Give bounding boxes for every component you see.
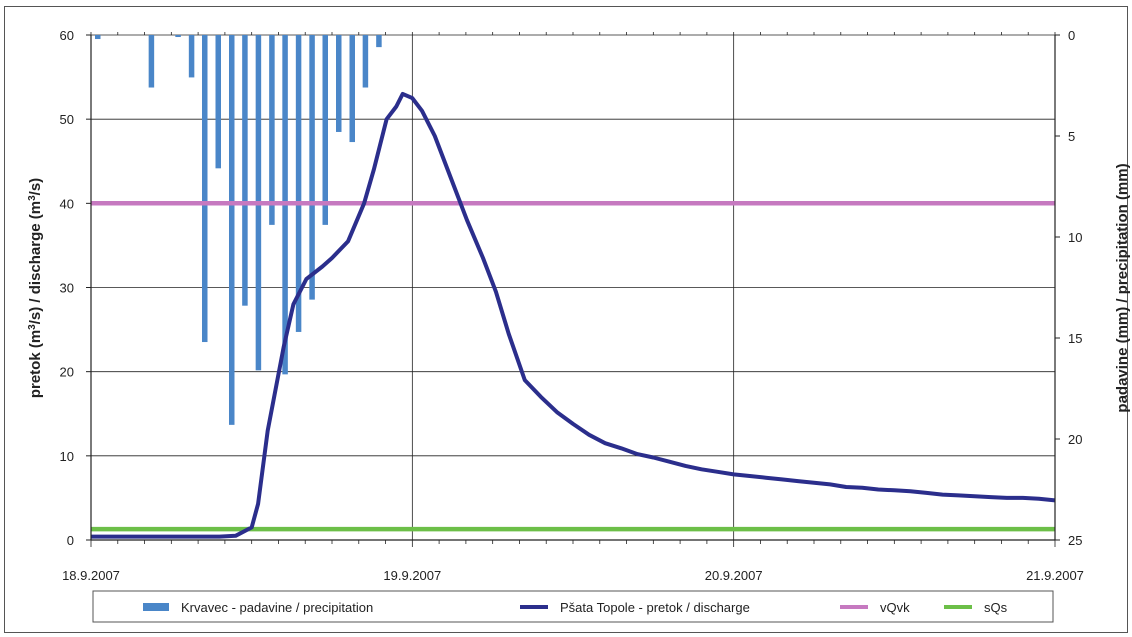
precipitation-bar [295, 35, 302, 332]
left-axis-title-superscript: 3 [27, 195, 38, 201]
precipitation-bar [349, 35, 355, 143]
right-tick-label: 5 [1068, 129, 1075, 144]
right-tick-label: 10 [1068, 230, 1082, 245]
left-axis-title: pretok (m3/s) / discharge (m3/s) [27, 178, 45, 398]
left-tick-label: 0 [67, 533, 74, 548]
legend-label: sQs [984, 600, 1008, 615]
precipitation-bars [94, 35, 382, 425]
x-tick-label: 20.9.2007 [705, 568, 763, 583]
series-lines [91, 91, 1056, 539]
precipitation-bar [269, 35, 275, 225]
right-axis-ticks: 0 5 10 15 20 25 [1068, 28, 1082, 548]
precipitation-bar [362, 35, 369, 88]
x-tick-label: 19.9.2007 [383, 568, 441, 583]
right-axis-title: padavine (mm) / precipitation (mm) [1114, 163, 1131, 412]
left-tick-label: 40 [60, 196, 74, 211]
precipitation-bar [309, 35, 315, 300]
left-axis-title-part: /s) / discharge (m [27, 201, 44, 324]
right-tick-label: 25 [1068, 533, 1082, 548]
right-tick-label: 20 [1068, 432, 1082, 447]
x-tick-label: 18.9.2007 [62, 568, 120, 583]
precipitation-bar [335, 35, 342, 132]
left-tick-label: 10 [60, 449, 74, 464]
legend-swatch [143, 603, 169, 611]
left-tick-label: 30 [60, 281, 74, 296]
x-axis-ticks: 18.9.2007 19.9.2007 20.9.2007 21.9.2007 [62, 568, 1084, 583]
grid-lines [90, 34, 1056, 541]
precipitation-bar [376, 35, 382, 48]
precipitation-bar [202, 35, 208, 343]
x-tick-label: 21.9.2007 [1026, 568, 1084, 583]
left-axis-title-superscript: 3 [27, 324, 38, 330]
precipitation-bar [94, 35, 101, 40]
precipitation-bar [242, 35, 248, 306]
legend: Krvavec - padavine / precipitation Pšata … [92, 590, 1054, 623]
right-tick-label: 0 [1068, 28, 1075, 43]
legend-label: Pšata Topole - pretok / discharge [560, 600, 750, 615]
series-line [91, 91, 1056, 539]
precipitation-bar [215, 35, 221, 169]
left-axis-title-part: /s) [27, 178, 44, 196]
right-tick-label: 15 [1068, 331, 1082, 346]
left-axis-ticks: 0 10 20 30 40 50 60 [60, 28, 74, 548]
precipitation-bar [228, 35, 235, 425]
legend-box [92, 590, 1054, 623]
left-axis-title-part: pretok (m [27, 330, 44, 398]
precipitation-bar [322, 35, 329, 225]
left-tick-label: 60 [60, 28, 74, 43]
precipitation-bar [175, 35, 181, 38]
precipitation-bar [188, 35, 195, 78]
legend-label: vQvk [880, 600, 910, 615]
left-tick-label: 50 [60, 112, 74, 127]
axes [86, 32, 1060, 547]
precipitation-bar [148, 35, 155, 88]
legend-label: Krvavec - padavine / precipitation [181, 600, 373, 615]
left-tick-label: 20 [60, 365, 74, 380]
